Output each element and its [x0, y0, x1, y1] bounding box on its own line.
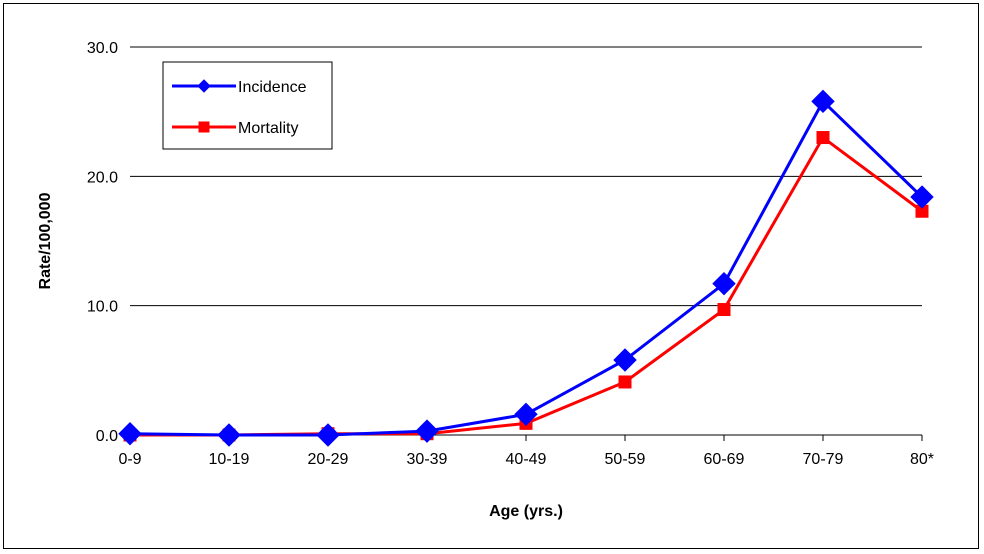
incidence-point: [613, 348, 637, 372]
x-tick-label: 10-19: [209, 451, 250, 468]
x-tick-label: 0-9: [118, 451, 141, 468]
y-tick-label: 10.0: [87, 299, 118, 316]
x-tick-label: 80*: [910, 451, 934, 468]
x-tick-label: 20-29: [308, 451, 349, 468]
series-mortality: [123, 131, 929, 442]
incidence-point: [316, 423, 340, 447]
x-tick-label: 50-59: [605, 451, 646, 468]
legend-items: Incidence Mortality: [172, 79, 307, 137]
x-tick-label: 40-49: [506, 451, 547, 468]
gridlines: [130, 46, 922, 307]
x-tick-label: 70-79: [803, 451, 844, 468]
incidence-point: [415, 419, 439, 443]
y-tick-label: 0.0: [96, 428, 118, 445]
y-tick-labels: 0.0 10.0 20.0 30.0: [87, 40, 118, 445]
x-axis-title: Age (yrs.): [489, 503, 563, 520]
incidence-point: [514, 402, 538, 427]
x-tick-label: 60-69: [704, 451, 745, 468]
incidence-line: [129, 98, 924, 437]
legend-item-mortality: Mortality: [172, 120, 298, 137]
y-axis-title: Rate/100,000: [37, 192, 54, 289]
incidence-point: [811, 89, 835, 114]
legend: Incidence Mortality: [162, 61, 333, 150]
y-tick-label: 30.0: [87, 40, 118, 57]
series-layer: [118, 89, 934, 447]
legend-item-incidence: Incidence: [172, 79, 307, 96]
x-tick-labels: 0-9 10-19 20-29 30-39 40-49 50-59 60-69 70-79 80…: [118, 435, 934, 468]
incidence-point: [118, 421, 142, 446]
series-incidence: [118, 89, 934, 447]
mortality-point: [618, 375, 632, 389]
incidence-point: [712, 271, 736, 296]
x-tick-label: 30-39: [407, 451, 448, 468]
mortality-point: [717, 303, 731, 317]
incidence-point: [910, 185, 934, 209]
legend-box: [162, 61, 333, 150]
y-tick-label: 20.0: [87, 169, 118, 186]
legend-label: Mortality: [238, 120, 298, 137]
incidence-point: [217, 423, 241, 447]
legend-label: Incidence: [238, 79, 307, 96]
legend-swatch-marker: [197, 79, 211, 93]
mortality-point: [816, 131, 830, 145]
mortality-line: [130, 135, 923, 437]
legend-swatch-marker: [198, 121, 210, 133]
